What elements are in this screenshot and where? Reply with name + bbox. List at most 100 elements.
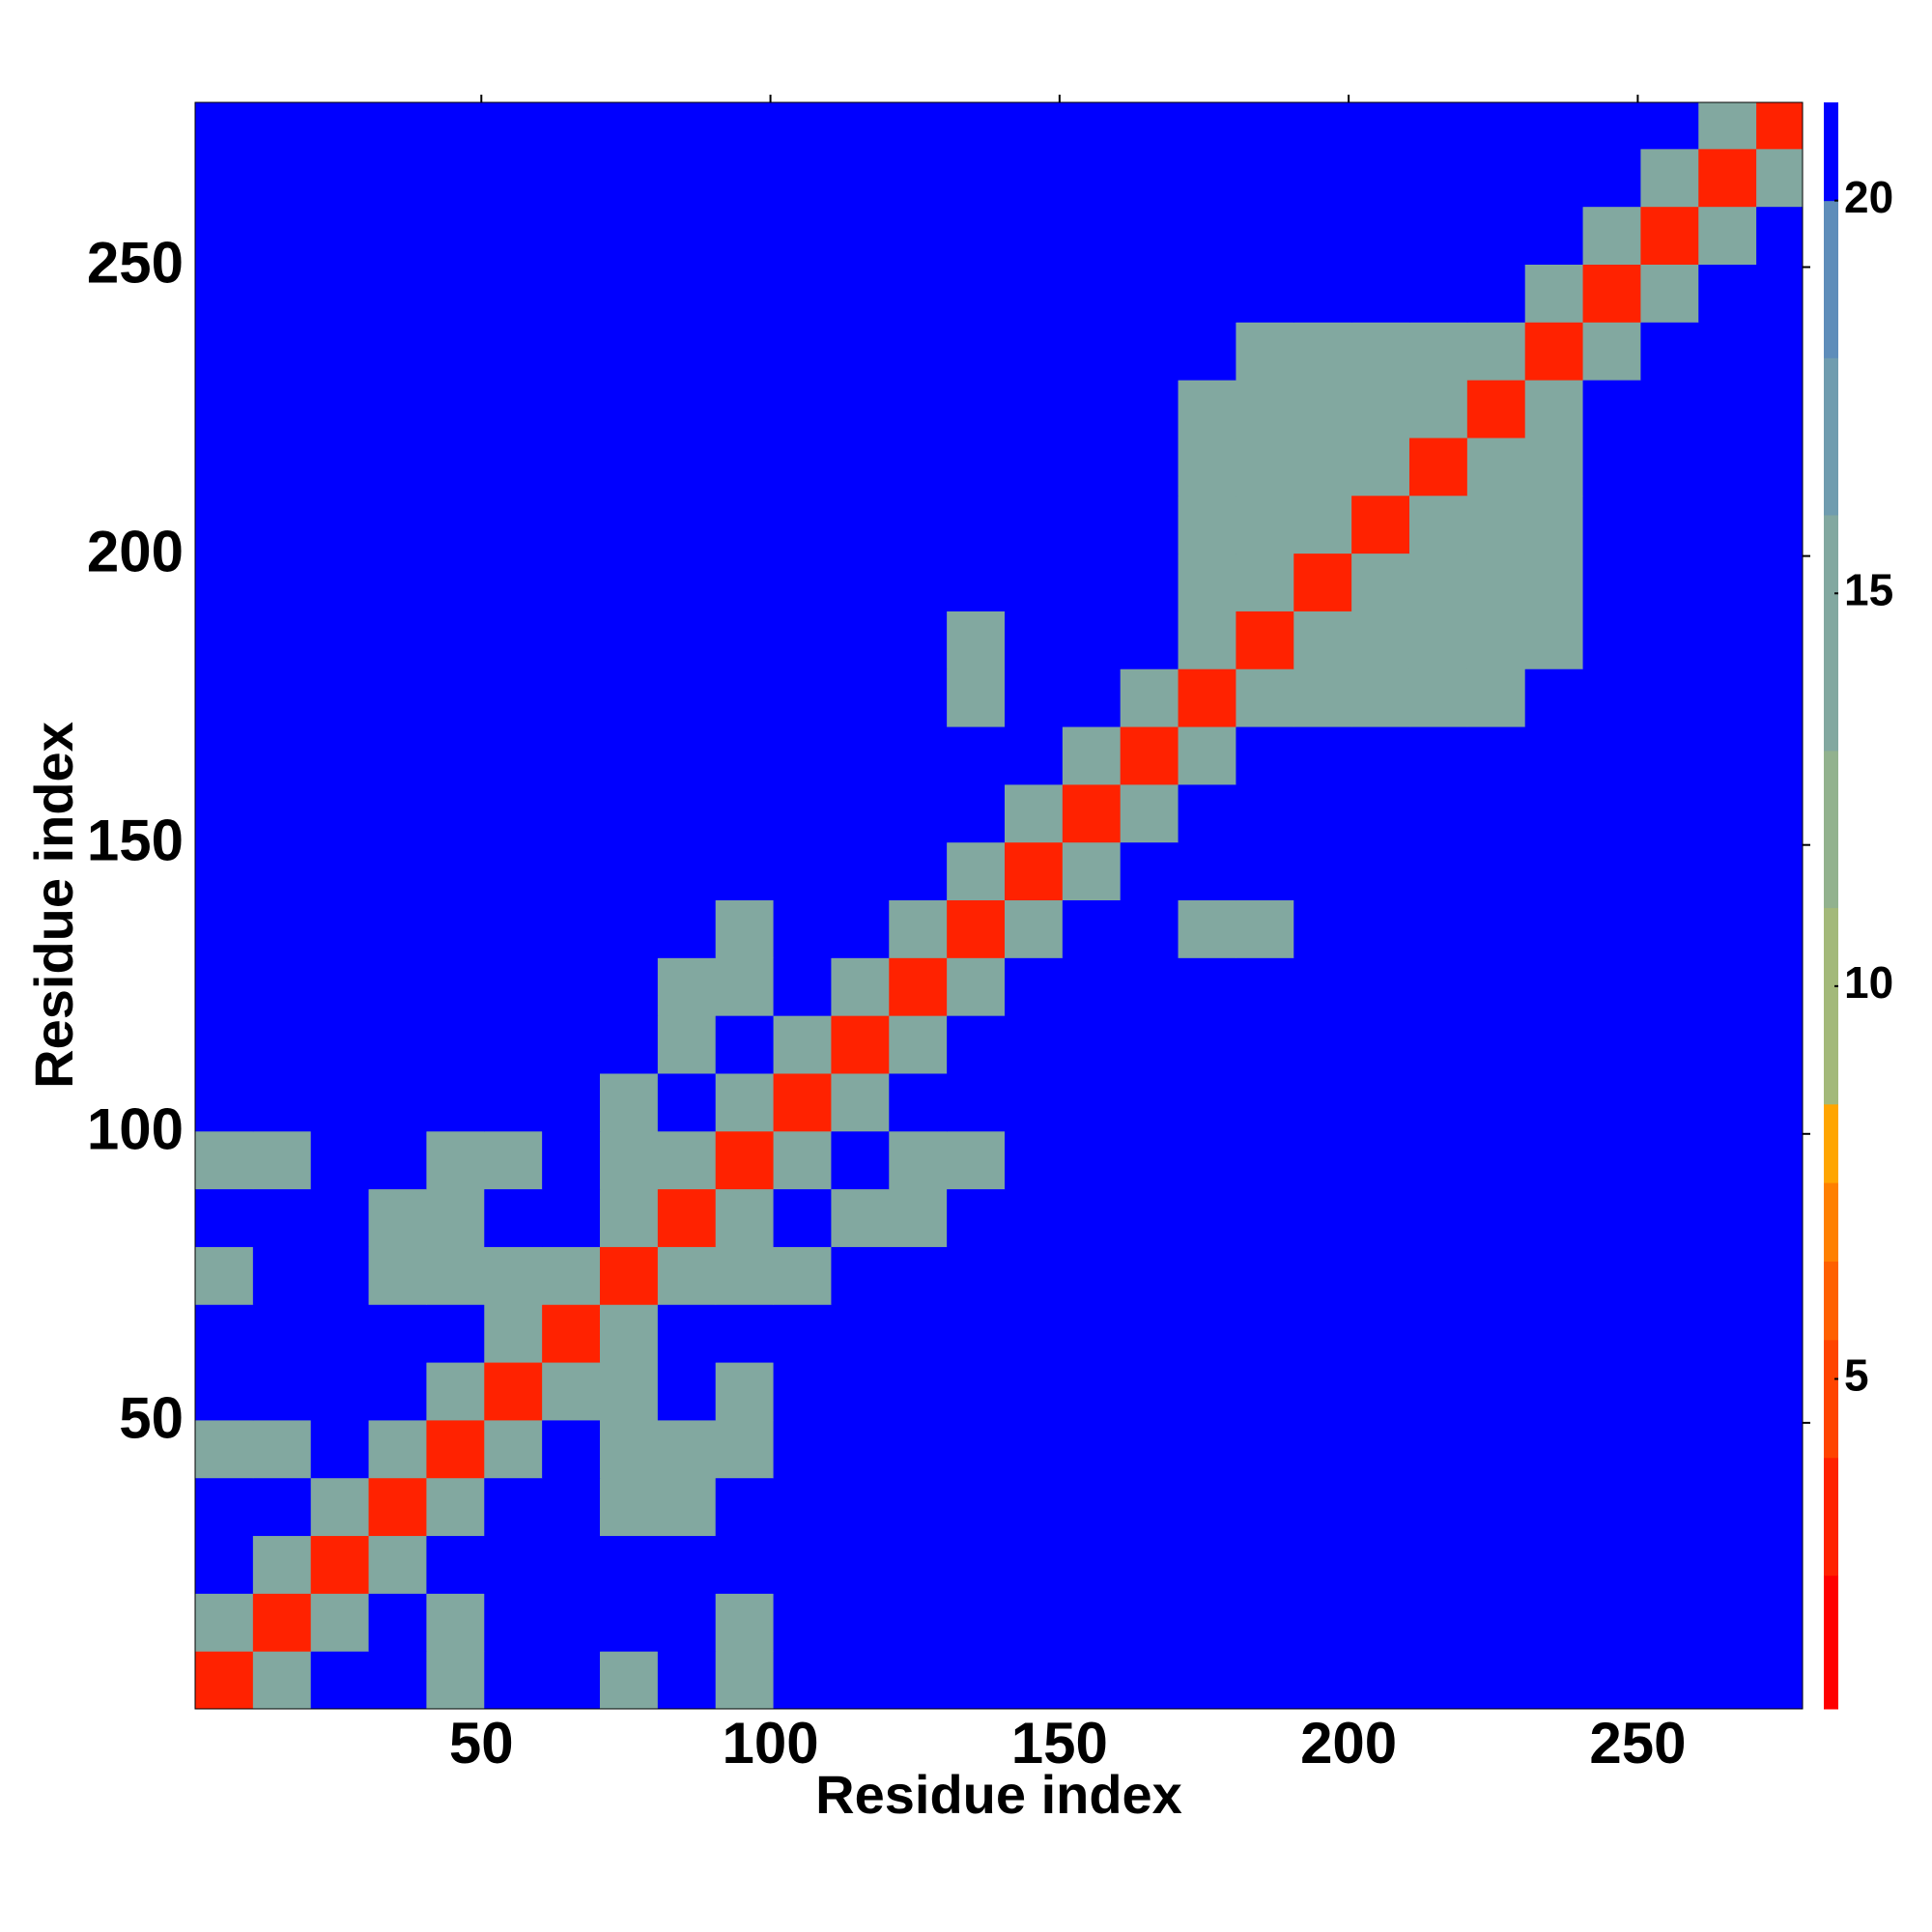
heatmap-cell <box>599 783 659 843</box>
heatmap-cell <box>599 495 659 554</box>
heatmap-cell <box>1351 437 1410 497</box>
heatmap-cell <box>1698 1362 1757 1421</box>
heatmap-cell <box>1524 1188 1584 1247</box>
heatmap-cell <box>1236 322 1294 381</box>
heatmap-cell <box>1004 1477 1064 1537</box>
heatmap-cell <box>1466 553 1526 611</box>
heatmap-cell <box>599 841 659 901</box>
heatmap-cell <box>1178 322 1236 381</box>
heatmap-cell <box>542 1651 601 1710</box>
heatmap-cell <box>368 668 427 727</box>
heatmap-cell <box>368 1072 427 1132</box>
heatmap-cell <box>484 841 543 901</box>
heatmap-cell <box>889 668 948 727</box>
heatmap-cell <box>1756 437 1804 497</box>
heatmap-cell <box>1178 1651 1236 1710</box>
x-tick-label: 100 <box>723 1711 819 1776</box>
colorbar-segment <box>1824 1457 1838 1577</box>
heatmap-cell <box>1698 1304 1757 1363</box>
heatmap-cell <box>831 899 890 958</box>
heatmap-cell <box>1062 148 1122 208</box>
heatmap-cell <box>1293 1072 1352 1132</box>
heatmap-cell <box>1120 437 1179 497</box>
heatmap-cell <box>1582 102 1641 150</box>
heatmap-cell <box>1640 783 1699 843</box>
heatmap-cell <box>195 1072 254 1132</box>
heatmap-cell <box>542 437 601 497</box>
heatmap-cell <box>1120 1304 1179 1363</box>
heatmap-cell <box>426 1362 485 1421</box>
heatmap-cell <box>484 1246 543 1305</box>
heatmap-cell <box>1640 726 1699 785</box>
heatmap-cell <box>1120 611 1179 669</box>
heatmap-cell <box>1236 553 1294 611</box>
heatmap-cell <box>195 957 254 1016</box>
heatmap-cell <box>1062 1593 1122 1652</box>
heatmap-cell <box>252 783 312 843</box>
colorbar-segment <box>1824 357 1838 516</box>
heatmap-cell <box>1756 380 1804 439</box>
heatmap-cell <box>1351 1246 1410 1305</box>
heatmap-cell <box>1236 206 1294 265</box>
heatmap-cell <box>195 1593 254 1652</box>
heatmap-cell <box>310 495 370 554</box>
heatmap-cell <box>1351 668 1410 727</box>
heatmap-cell <box>1466 957 1526 1016</box>
heatmap-cell <box>599 668 659 727</box>
heatmap-cell <box>1004 668 1064 727</box>
heatmap-cell <box>1524 783 1584 843</box>
heatmap-cell <box>1524 148 1584 208</box>
heatmap-cell <box>252 668 312 727</box>
heatmap-cell <box>1178 1072 1236 1132</box>
heatmap-cell <box>831 1535 890 1594</box>
heatmap-cell <box>1408 726 1468 785</box>
heatmap-cell <box>1756 668 1804 727</box>
colorbar-segment <box>1824 1339 1838 1459</box>
plot-frame <box>194 101 1804 1710</box>
heatmap-cell <box>252 1072 312 1132</box>
heatmap-cell <box>1004 1535 1064 1594</box>
heatmap-cell <box>1524 1130 1584 1190</box>
heatmap-cell <box>484 1072 543 1132</box>
heatmap-cell <box>657 726 717 785</box>
heatmap-cell <box>1062 264 1122 323</box>
heatmap-cell <box>195 841 254 901</box>
heatmap-cell <box>310 102 370 150</box>
heatmap-cell <box>310 553 370 611</box>
heatmap-cell <box>1524 380 1584 439</box>
heatmap-cell <box>1524 1535 1584 1594</box>
heatmap-cell <box>773 1304 832 1363</box>
heatmap-cell <box>1524 322 1584 381</box>
heatmap-cell <box>773 1535 832 1594</box>
heatmap-cell <box>1640 1304 1699 1363</box>
heatmap-cell <box>426 1130 485 1190</box>
heatmap-cell <box>1756 841 1804 901</box>
heatmap-cell <box>368 957 427 1016</box>
heatmap-cell <box>252 1477 312 1537</box>
heatmap-cell <box>1466 1015 1526 1074</box>
heatmap-cell <box>773 102 832 150</box>
heatmap-cell <box>1756 1651 1804 1710</box>
heatmap-cell <box>1236 495 1294 554</box>
heatmap-cell <box>1408 495 1468 554</box>
heatmap-cell <box>252 1304 312 1363</box>
heatmap-cell <box>1178 1419 1236 1479</box>
heatmap-cell <box>1640 1015 1699 1074</box>
heatmap-cell <box>252 1015 312 1074</box>
heatmap-cell <box>1582 1072 1641 1132</box>
heatmap-cell <box>1466 899 1526 958</box>
heatmap-cell <box>1293 495 1352 554</box>
heatmap-cell <box>715 495 775 554</box>
heatmap-cell <box>368 1593 427 1652</box>
heatmap-cell <box>1120 1188 1179 1247</box>
heatmap-cell <box>1236 1072 1294 1132</box>
heatmap-cell <box>1293 783 1352 843</box>
heatmap-cell <box>195 148 254 208</box>
heatmap-cell <box>195 553 254 611</box>
heatmap-cell <box>1698 1593 1757 1652</box>
heatmap-cell <box>1178 783 1236 843</box>
heatmap-cell <box>773 1015 832 1074</box>
heatmap-cell <box>715 1015 775 1074</box>
heatmap-cell <box>1640 380 1699 439</box>
heatmap-cell <box>252 148 312 208</box>
